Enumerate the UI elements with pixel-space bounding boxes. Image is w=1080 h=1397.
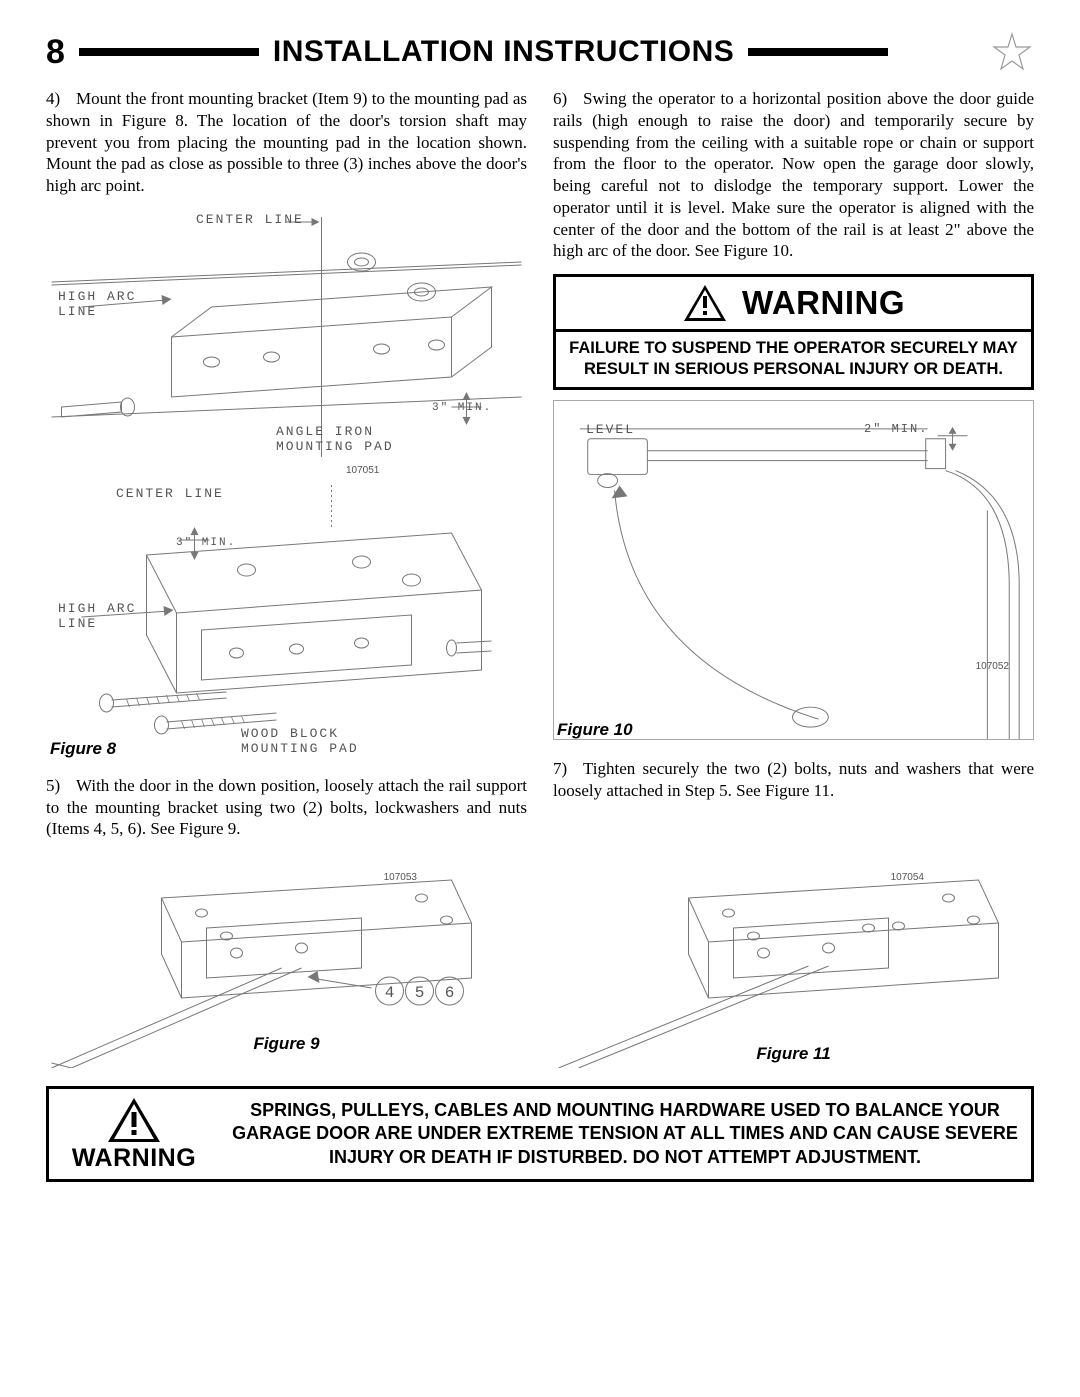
fig8-3min-label: 3" MIN. bbox=[432, 402, 492, 415]
figure-10: LEVEL 2" MIN. 107052 bbox=[553, 400, 1034, 740]
figure-8-caption: Figure 8 bbox=[50, 739, 116, 759]
page-number: 8 bbox=[46, 33, 65, 72]
fig8b-woodblock: WOOD BLOCK MOUNTING PAD bbox=[241, 727, 359, 757]
rule-left bbox=[79, 48, 259, 56]
step-4-text: Mount the front mounting bracket (Item 9… bbox=[46, 89, 527, 195]
fig8-partno: 107051 bbox=[346, 465, 379, 476]
fig9-callout-4: 4 bbox=[385, 984, 395, 1002]
figure-8: CENTER LINE HIGH ARC LINE 3" MIN. ANGLE … bbox=[46, 207, 527, 767]
page-title: INSTALLATION INSTRUCTIONS bbox=[259, 35, 748, 69]
bottom-warning-body: SPRINGS, PULLEYS, CABLES AND MOUNTING HA… bbox=[219, 1089, 1031, 1179]
fig8b-centerline: CENTER LINE bbox=[116, 487, 224, 502]
step-6-num: 6) bbox=[553, 88, 583, 110]
figure-10-svg bbox=[554, 401, 1033, 739]
figure-9-container: 4 5 6 107053 Figure 9 bbox=[46, 868, 527, 1064]
figure-9-caption: Figure 9 bbox=[46, 1034, 527, 1054]
warning-1-title: WARNING bbox=[742, 284, 905, 322]
step-7: 7)Tighten securely the two (2) bolts, nu… bbox=[553, 758, 1034, 802]
step-4: 4)Mount the front mounting bracket (Item… bbox=[46, 88, 527, 197]
warning-triangle-icon bbox=[682, 283, 728, 323]
fig9-partno: 107053 bbox=[384, 872, 417, 883]
rule-right bbox=[748, 48, 888, 56]
figure-11-container: 107054 Figure 11 bbox=[553, 868, 1034, 1064]
bottom-warning-left: WARNING bbox=[49, 1089, 219, 1179]
figure-11-svg bbox=[553, 868, 1034, 1068]
step-7-text: Tighten securely the two (2) bolts, nuts… bbox=[553, 759, 1034, 800]
warning-triangle-icon bbox=[106, 1096, 162, 1144]
fig8-centerline-label: CENTER LINE bbox=[196, 213, 304, 228]
left-column: 4)Mount the front mounting bracket (Item… bbox=[46, 88, 527, 848]
star-icon bbox=[990, 30, 1034, 74]
fig8-angleiron-label: ANGLE IRON MOUNTING PAD bbox=[276, 425, 394, 455]
figure-10-caption: Figure 10 bbox=[557, 720, 1038, 740]
step-6-text: Swing the operator to a horizontal posit… bbox=[553, 89, 1034, 260]
step-5: 5)With the door in the down position, lo… bbox=[46, 775, 527, 840]
step-7-num: 7) bbox=[553, 758, 583, 780]
bottom-warning: WARNING SPRINGS, PULLEYS, CABLES AND MOU… bbox=[46, 1086, 1034, 1182]
figure-8-container: CENTER LINE HIGH ARC LINE 3" MIN. ANGLE … bbox=[46, 207, 527, 767]
fig9-callout-5: 5 bbox=[415, 984, 425, 1002]
figures-9-11-row: 4 5 6 107053 Figure 9 bbox=[46, 868, 1034, 1064]
fig8-higharc-label: HIGH ARC LINE bbox=[58, 290, 136, 320]
warning-1-body: FAILURE TO SUSPEND THE OPERATOR SECURELY… bbox=[556, 332, 1031, 387]
fig8b-3min: 3" MIN. bbox=[176, 537, 236, 550]
figure-11-caption: Figure 11 bbox=[553, 1044, 1034, 1064]
warning-1-head: WARNING bbox=[556, 277, 1031, 332]
page-header: 8 INSTALLATION INSTRUCTIONS bbox=[46, 30, 1034, 74]
step-5-text: With the door in the down position, loos… bbox=[46, 776, 527, 839]
bottom-warning-title: WARNING bbox=[72, 1144, 196, 1173]
fig10-2min: 2" MIN. bbox=[864, 423, 928, 437]
fig10-partno: 107052 bbox=[976, 661, 1009, 672]
fig9-callout-6: 6 bbox=[445, 984, 455, 1002]
step-6: 6)Swing the operator to a horizontal pos… bbox=[553, 88, 1034, 262]
fig10-level: LEVEL bbox=[586, 423, 635, 438]
step-5-num: 5) bbox=[46, 775, 76, 797]
right-column: 6)Swing the operator to a horizontal pos… bbox=[553, 88, 1034, 848]
fig8b-higharc: HIGH ARC LINE bbox=[58, 602, 136, 632]
step-4-num: 4) bbox=[46, 88, 76, 110]
fig11-partno: 107054 bbox=[891, 872, 924, 883]
warning-box-1: WARNING FAILURE TO SUSPEND THE OPERATOR … bbox=[553, 274, 1034, 390]
